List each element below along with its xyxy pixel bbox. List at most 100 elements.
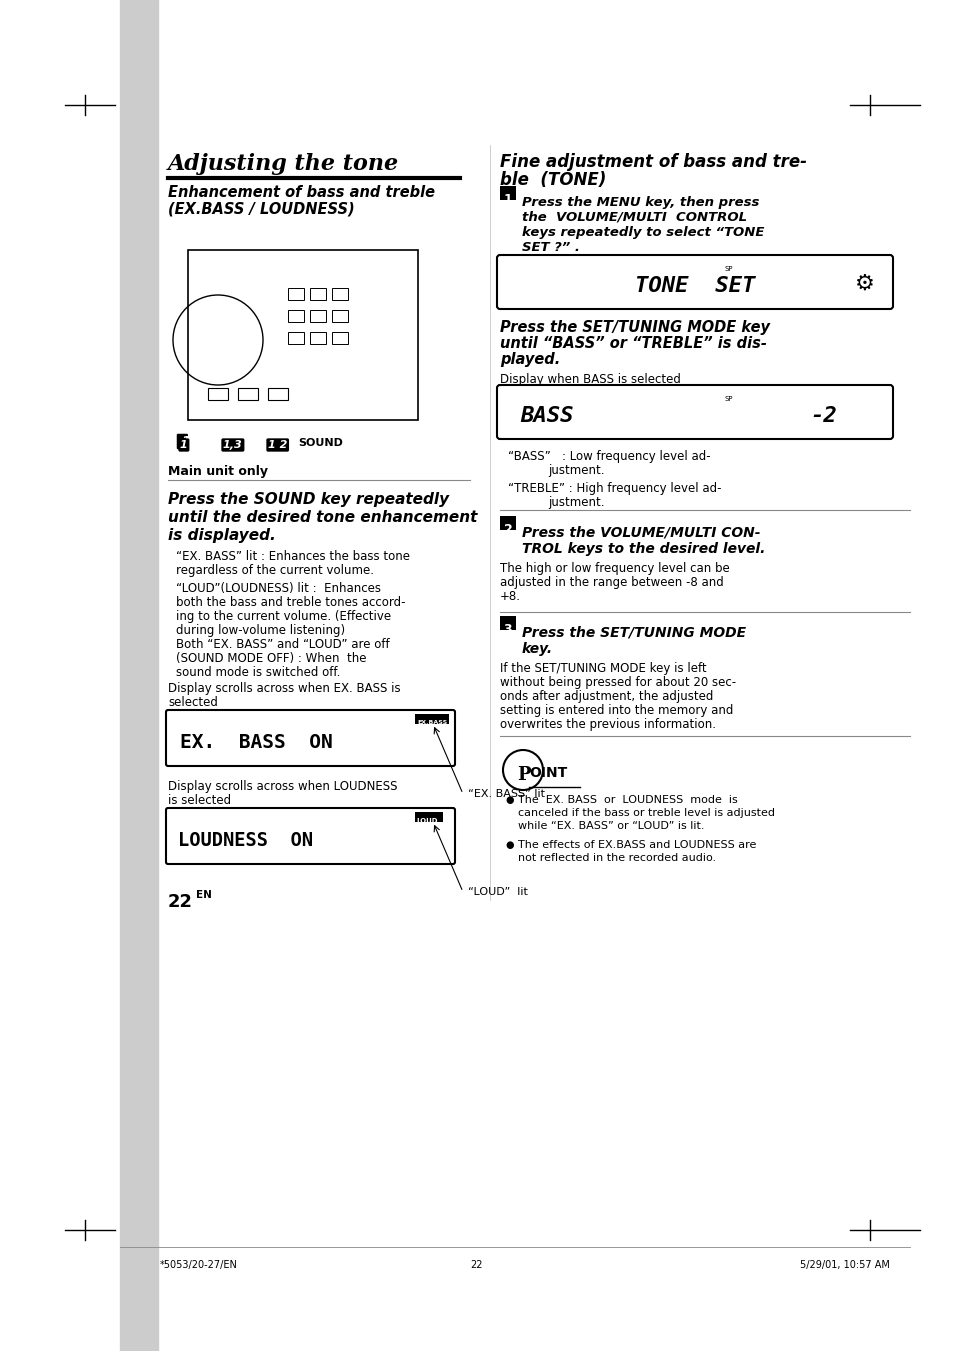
Text: BASS: BASS [519,407,573,426]
Text: -2: -2 [809,407,836,426]
Bar [288,309,304,322]
Text: TONE  SET: TONE SET [634,276,755,296]
Text: Enhancement of bass and treble: Enhancement of bass and treble [168,185,435,200]
Text: The  EX. BASS  or  LOUDNESS  mode  is: The EX. BASS or LOUDNESS mode is [517,794,737,805]
Bar [332,309,348,322]
Text: Press the VOLUME/MULTI CON-: Press the VOLUME/MULTI CON- [521,526,760,540]
Bar [499,616,516,630]
Text: 2: 2 [503,523,512,536]
Bar [332,332,348,345]
Text: “LOUD”  lit: “LOUD” lit [468,888,527,897]
Text: The effects of EX.BASS and LOUDNESS are: The effects of EX.BASS and LOUDNESS are [517,840,756,850]
Text: key.: key. [521,642,553,657]
Text: ing to the current volume. (Effective: ing to the current volume. (Effective [175,611,391,623]
Text: selected: selected [168,696,217,709]
Text: Adjusting the tone: Adjusting the tone [168,153,398,176]
Text: not reflected in the recorded audio.: not reflected in the recorded audio. [517,852,716,863]
Text: EX.  BASS  ON: EX. BASS ON [180,732,333,751]
Text: adjusted in the range between -8 and: adjusted in the range between -8 and [499,576,723,589]
Text: until the desired tone enhancement: until the desired tone enhancement [168,509,476,526]
Text: SP: SP [724,266,733,272]
Text: is selected: is selected [168,794,231,807]
Text: P: P [517,766,530,784]
Text: regardless of the current volume.: regardless of the current volume. [175,563,374,577]
Text: Display scrolls across when LOUDNESS: Display scrolls across when LOUDNESS [168,780,397,793]
Text: “TREBLE” : High frequency level ad-: “TREBLE” : High frequency level ad- [507,482,720,494]
Text: sound mode is switched off.: sound mode is switched off. [175,666,340,680]
Text: 22: 22 [168,893,193,911]
Bar [310,332,326,345]
Text: Press the SET/TUNING MODE: Press the SET/TUNING MODE [521,626,745,640]
Bar [499,516,516,530]
Text: ble  (TONE): ble (TONE) [499,172,606,189]
Bar [268,388,288,400]
Text: 1: 1 [180,440,188,450]
Bar [332,288,348,300]
Text: 1: 1 [503,193,512,205]
Bar [499,186,516,200]
Text: Press the SET/TUNING MODE key: Press the SET/TUNING MODE key [499,320,769,335]
Text: The high or low frequency level can be: The high or low frequency level can be [499,562,729,576]
Text: setting is entered into the memory and: setting is entered into the memory and [499,704,733,717]
Text: 1: 1 [181,435,190,449]
Text: ⚙: ⚙ [854,274,874,295]
Text: keys repeatedly to select “TONE: keys repeatedly to select “TONE [521,226,763,239]
Text: the  VOLUME/MULTI  CONTROL: the VOLUME/MULTI CONTROL [521,211,746,224]
Text: “EX. BASS” lit: “EX. BASS” lit [468,789,544,798]
Text: during low-volume listening): during low-volume listening) [175,624,345,638]
Text: ●: ● [504,794,513,805]
Text: “LOUD”(LOUDNESS) lit :  Enhances: “LOUD”(LOUDNESS) lit : Enhances [175,582,380,594]
Text: 1: 1 [178,435,187,449]
Text: played.: played. [499,353,559,367]
Text: (EX.BASS / LOUDNESS): (EX.BASS / LOUDNESS) [168,201,355,216]
Bar [208,388,228,400]
Text: Press the SOUND key repeatedly: Press the SOUND key repeatedly [168,492,449,507]
Text: Fine adjustment of bass and tre-: Fine adjustment of bass and tre- [499,153,806,172]
Text: onds after adjustment, the adjusted: onds after adjustment, the adjusted [499,690,713,703]
Text: without being pressed for about 20 sec-: without being pressed for about 20 sec- [499,676,736,689]
Bar [120,0,158,1351]
Text: Display scrolls across when EX. BASS is: Display scrolls across when EX. BASS is [168,682,400,694]
Text: OINT: OINT [529,766,567,780]
Text: 1,3: 1,3 [223,440,242,450]
Text: ●: ● [504,840,513,850]
Text: justment.: justment. [547,496,604,509]
Text: EN: EN [195,890,212,900]
Text: canceled if the bass or treble level is adjusted: canceled if the bass or treble level is … [517,808,774,817]
Text: If the SET/TUNING MODE key is left: If the SET/TUNING MODE key is left [499,662,706,676]
Bar [415,812,442,821]
Text: *5053/20-27/EN: *5053/20-27/EN [160,1260,237,1270]
Text: justment.: justment. [547,463,604,477]
Text: SOUND: SOUND [297,438,342,449]
Bar [188,250,417,420]
Text: both the bass and treble tones accord-: both the bass and treble tones accord- [175,596,405,609]
Text: Display when BASS is selected: Display when BASS is selected [499,373,680,386]
Bar [288,332,304,345]
Bar [237,388,257,400]
Text: TROL keys to the desired level.: TROL keys to the desired level. [521,542,764,557]
Text: (SOUND MODE OFF) : When  the: (SOUND MODE OFF) : When the [175,653,366,665]
Text: until “BASS” or “TREBLE” is dis-: until “BASS” or “TREBLE” is dis- [499,336,766,351]
Text: is displayed.: is displayed. [168,528,275,543]
Text: “EX. BASS” lit : Enhances the bass tone: “EX. BASS” lit : Enhances the bass tone [175,550,410,563]
Text: 3: 3 [503,623,512,636]
Text: 22: 22 [470,1260,483,1270]
Text: EX.BASS: EX.BASS [416,720,447,725]
Text: +8.: +8. [499,590,520,603]
Text: LOUDNESS  ON: LOUDNESS ON [178,831,313,850]
Bar [310,288,326,300]
Text: Press the MENU key, then press: Press the MENU key, then press [521,196,759,209]
Text: 1 2: 1 2 [268,440,287,450]
Text: Main unit only: Main unit only [168,465,268,478]
Text: 5/29/01, 10:57 AM: 5/29/01, 10:57 AM [800,1260,889,1270]
Text: SP: SP [724,396,733,403]
Text: SET ?” .: SET ?” . [521,240,579,254]
Bar [310,309,326,322]
Text: while “EX. BASS” or “LOUD” is lit.: while “EX. BASS” or “LOUD” is lit. [517,821,703,831]
Bar [415,713,449,724]
Text: LOUD: LOUD [416,817,437,824]
Bar [288,288,304,300]
Text: “BASS”   : Low frequency level ad-: “BASS” : Low frequency level ad- [507,450,710,463]
Text: Both “EX. BASS” and “LOUD” are off: Both “EX. BASS” and “LOUD” are off [175,638,389,651]
Text: overwrites the previous information.: overwrites the previous information. [499,717,716,731]
